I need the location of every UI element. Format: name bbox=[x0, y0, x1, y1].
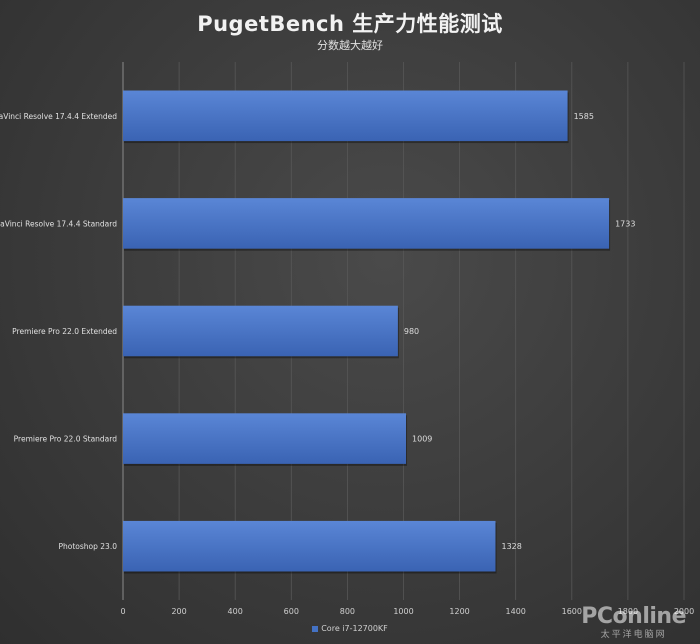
data-label: 980 bbox=[404, 327, 419, 336]
category-label: Premiere Pro 22.0 Extended bbox=[12, 327, 117, 336]
data-label: 1733 bbox=[615, 219, 635, 228]
x-tick-label: 400 bbox=[228, 607, 243, 616]
legend: Core i7-12700KF bbox=[0, 624, 700, 633]
chart-title: PugetBench 生产力性能测试 bbox=[197, 12, 503, 36]
category-labels: DaVinci Resolve 17.4.4 Extended DaVinci R… bbox=[0, 112, 117, 551]
legend-label: Core i7-12700KF bbox=[321, 624, 388, 633]
bar bbox=[123, 90, 568, 142]
data-label: 1585 bbox=[574, 112, 594, 121]
watermark-sub: 太平洋电脑网 bbox=[600, 630, 667, 640]
bar bbox=[123, 198, 610, 249]
data-label: 1328 bbox=[502, 542, 522, 551]
chart-subtitle: 分数越大越好 bbox=[317, 39, 383, 52]
category-label: DaVinci Resolve 17.4.4 Standard bbox=[0, 219, 117, 228]
x-tick-label: 1800 bbox=[618, 607, 638, 616]
category-label: DaVinci Resolve 17.4.4 Extended bbox=[0, 112, 117, 121]
watermark-logo: PConline 太平洋电脑网 bbox=[581, 604, 686, 640]
x-tick-label: 1600 bbox=[562, 607, 582, 616]
legend-swatch bbox=[312, 625, 319, 632]
bars: 1585 1733 980 1009 1328 bbox=[123, 90, 635, 574]
x-tick-label: 600 bbox=[284, 607, 299, 616]
x-tick-label: 1200 bbox=[449, 607, 469, 616]
tick-labels: 0 200 400 600 800 1000 1200 1400 1600 1800 2000 bbox=[120, 607, 694, 616]
watermark-brand: PConline bbox=[581, 604, 686, 629]
x-tick-label: 800 bbox=[340, 607, 355, 616]
x-tick-label: 0 bbox=[120, 607, 125, 616]
bar bbox=[123, 413, 407, 464]
bar bbox=[123, 520, 496, 572]
x-tick-label: 1400 bbox=[506, 607, 526, 616]
category-label: Photoshop 23.0 bbox=[59, 542, 118, 551]
x-tick-label: 200 bbox=[171, 607, 186, 616]
bar bbox=[123, 305, 398, 357]
category-label: Premiere Pro 22.0 Standard bbox=[14, 435, 118, 444]
x-tick-label: 1000 bbox=[393, 607, 413, 616]
data-label: 1009 bbox=[412, 435, 432, 444]
x-tick-label: 2000 bbox=[674, 607, 694, 616]
